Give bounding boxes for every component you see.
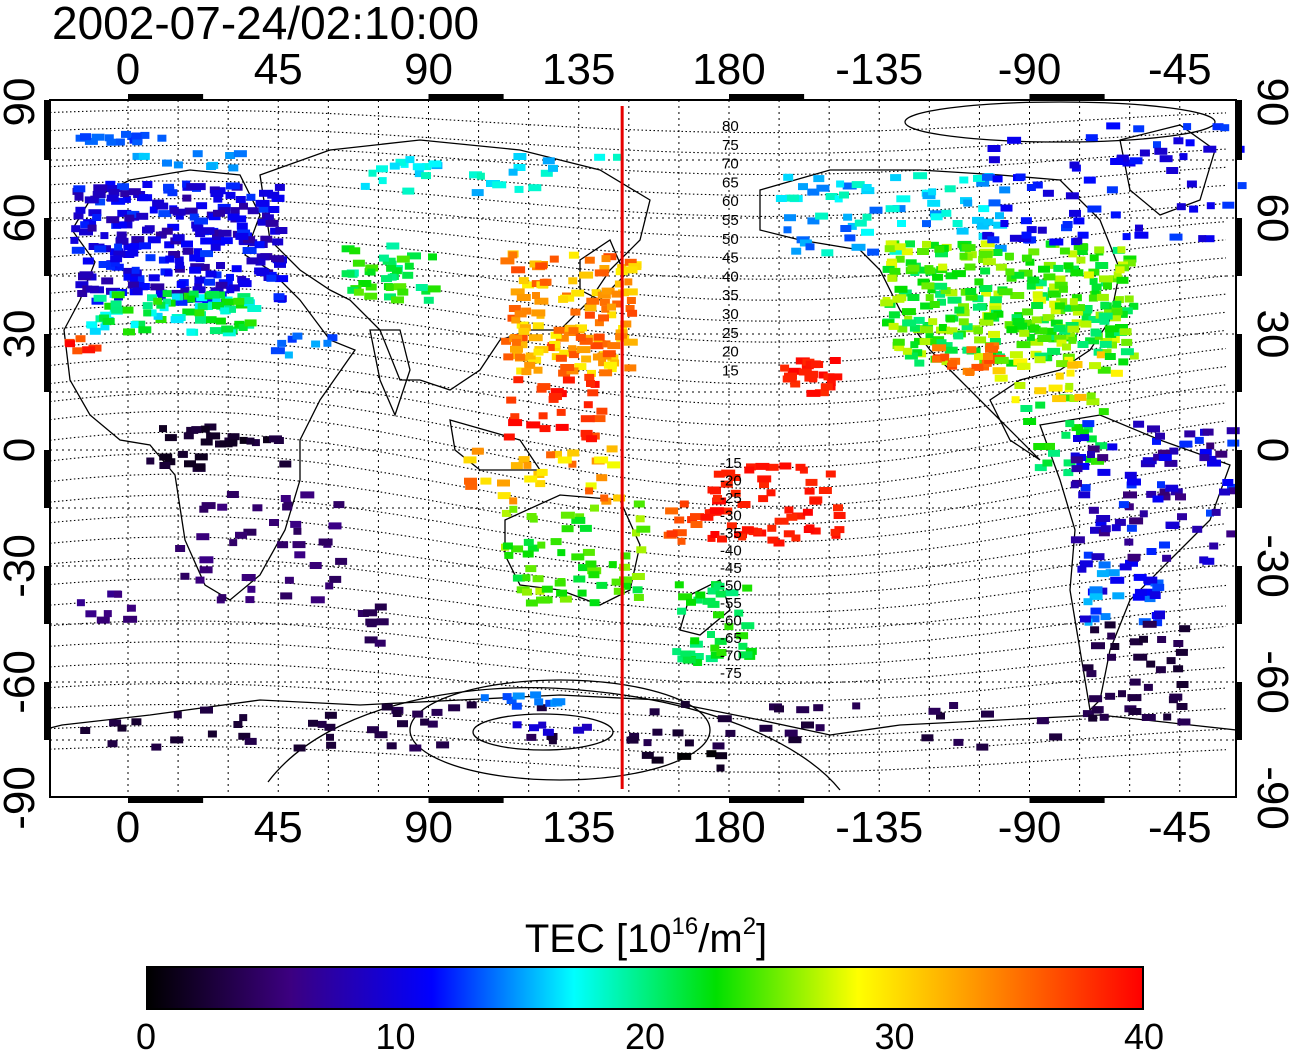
contour-label: -45	[720, 560, 742, 577]
colorbar-tick-label: 30	[874, 1016, 915, 1057]
contour-label: 15	[722, 362, 739, 379]
lat-tick-left: 30	[0, 310, 44, 359]
contour-label: -40	[720, 543, 742, 560]
contour-label: 50	[722, 231, 739, 248]
contour-label: 25	[722, 325, 739, 342]
tec-map: 8075706560555045403530252015-15-20-25-30…	[0, 45, 1292, 852]
lat-tick-left: -90	[0, 766, 44, 830]
lon-tick-top: 180	[692, 45, 765, 94]
colorbar-tick-label: 40	[1123, 1016, 1165, 1057]
contour-label: 35	[722, 287, 739, 304]
colorbar-title-prefix: TEC [10	[524, 917, 672, 961]
lon-tick-bottom: 135	[542, 803, 615, 852]
lon-tick-top: 90	[404, 45, 453, 94]
colorbar-title-exp1: 16	[671, 913, 699, 940]
contour-label: 60	[722, 193, 739, 210]
contour-label: 70	[722, 156, 739, 173]
lat-tick-right: 30	[1248, 310, 1292, 359]
lon-tick-bottom: 90	[404, 803, 453, 852]
lon-tick-bottom: -90	[998, 803, 1062, 852]
frame-ticks	[44, 94, 1242, 803]
contour-label: -65	[720, 630, 742, 647]
lon-tick-bottom: 180	[692, 803, 765, 852]
colorbar-tick-label: 10	[375, 1016, 416, 1057]
lon-tick-bottom: -135	[835, 803, 923, 852]
contour-label: 45	[722, 250, 739, 267]
contour-label: 30	[722, 306, 739, 323]
contour-label: -35	[720, 525, 742, 542]
colorbar-tick-label: 0	[135, 1016, 157, 1057]
contour-label: 80	[722, 118, 739, 135]
contour-label: -15	[720, 455, 742, 472]
lat-tick-right: -90	[1248, 766, 1292, 830]
lat-tick-right: -30	[1248, 534, 1292, 598]
contour-label: -70	[720, 648, 742, 665]
lon-tick-bottom: 0	[116, 803, 140, 852]
lat-tick-right: -60	[1248, 650, 1292, 714]
map-title: 2002-07-24/02:10:00	[52, 0, 480, 49]
colorbar-title: TEC [1016/m2]	[0, 905, 1292, 961]
contour-label: -30	[720, 508, 742, 525]
lat-tick-left: 0	[0, 438, 44, 462]
lon-tick-bottom: -45	[1148, 803, 1212, 852]
lat-tick-right: 0	[1248, 438, 1292, 462]
contour-label: 20	[722, 344, 739, 361]
lon-tick-top: -90	[998, 45, 1062, 94]
colorbar-tick-label: 20	[624, 1016, 666, 1057]
lat-tick-right: 90	[1248, 78, 1292, 127]
colorbar-title-suffix: ]	[756, 917, 768, 961]
contour-label: -55	[720, 595, 742, 612]
lon-tick-top: -135	[835, 45, 923, 94]
lon-tick-top: 135	[542, 45, 615, 94]
contour-label: -20	[720, 473, 742, 490]
lat-tick-right: 60	[1248, 194, 1292, 243]
contour-label: 75	[722, 137, 739, 154]
contour-label: -25	[720, 490, 742, 507]
contour-label: -50	[720, 578, 742, 595]
colorbar-title-exp2: 2	[742, 913, 757, 940]
lat-tick-left: -60	[0, 650, 44, 714]
lat-tick-left: -30	[0, 534, 44, 598]
colorbar	[146, 966, 1144, 1010]
lat-tick-left: 60	[0, 194, 44, 243]
axis-labels: 0 45 90 135 180 -135 -90 -450 45 90 135 180 -135 -90-…	[0, 45, 1292, 852]
contour-label: 65	[722, 174, 739, 191]
contour-label: -75	[720, 665, 742, 682]
lat-tick-left: 90	[0, 78, 44, 127]
contour-label: 55	[722, 212, 739, 229]
map-frame	[49, 99, 1237, 798]
contour-label: -60	[720, 613, 742, 630]
lon-tick-top: 0	[116, 45, 140, 94]
lon-tick-top: -45	[1148, 45, 1212, 94]
colorbar-title-mid: /m	[698, 917, 743, 961]
lon-tick-bottom: 45	[254, 803, 303, 852]
lon-tick-top: 45	[254, 45, 303, 94]
contour-label: 40	[722, 268, 739, 285]
tec-data-points	[64, 122, 1247, 772]
